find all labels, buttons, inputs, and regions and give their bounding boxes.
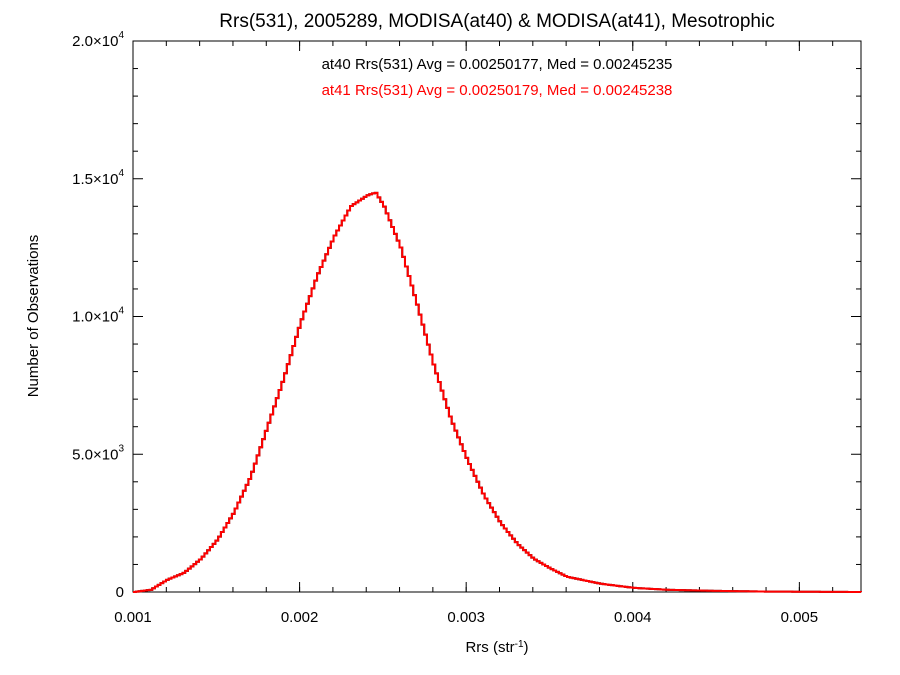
- y-tick-exponent: 4: [118, 306, 124, 317]
- annotation-at41: at41 Rrs(531) Avg = 0.00250179, Med = 0.…: [322, 82, 673, 99]
- y-tick-mantissa: 2.0×10: [72, 33, 118, 50]
- series-layer: [133, 191, 862, 593]
- x-axis-label: Rrs (str-1): [465, 639, 528, 657]
- y-tick-mantissa: 0: [116, 584, 124, 601]
- annotation-at40: at40 Rrs(531) Avg = 0.00250177, Med = 0.…: [322, 56, 673, 73]
- y-tick-label: 0: [116, 584, 124, 601]
- x-tick-label: 0.004: [614, 609, 652, 626]
- x-axis-ticks: 0.001 0.002 0.003 0.004 0.005: [114, 41, 834, 626]
- x-tick-label: 0.005: [781, 609, 819, 626]
- x-tick-label: 0.002: [281, 609, 319, 626]
- y-tick-mantissa: 5.0×10: [72, 446, 118, 463]
- y-tick-label: 5.0×103: [72, 443, 124, 463]
- y-tick-label: 1.5×104: [72, 168, 124, 188]
- y-tick-label: 2.0×104: [72, 30, 124, 50]
- x-tick-label: 0.001: [114, 609, 152, 626]
- chart-title: Rrs(531), 2005289, MODISA(at40) & MODISA…: [219, 11, 774, 32]
- y-tick-label: 1.0×104: [72, 306, 124, 326]
- y-axis-label: Number of Observations: [25, 235, 42, 398]
- y-tick-exponent: 4: [118, 168, 124, 179]
- plot-frame: [132, 40, 862, 593]
- histogram-series-1: [133, 191, 862, 593]
- y-tick-mantissa: 1.5×10: [72, 171, 118, 188]
- x-tick-label: 0.003: [447, 609, 485, 626]
- histogram-series-0: [133, 191, 862, 593]
- y-tick-mantissa: 1.0×10: [72, 309, 118, 326]
- y-tick-exponent: 3: [118, 443, 124, 454]
- y-tick-exponent: 4: [118, 30, 124, 41]
